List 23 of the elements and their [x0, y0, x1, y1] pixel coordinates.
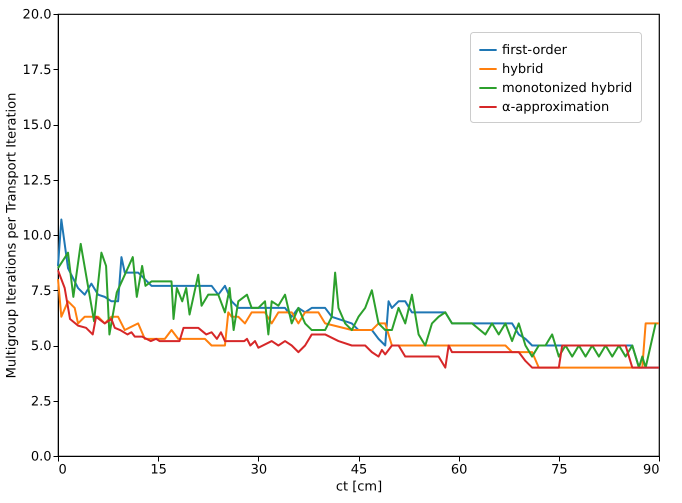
x-tick-label: 45: [350, 462, 368, 478]
y-tick-label: 17.5: [22, 62, 52, 78]
x-tick-label: 60: [450, 462, 468, 478]
line-series: [57, 242, 657, 369]
x-tick-label: 15: [150, 462, 167, 478]
x-tick-label: 90: [642, 462, 660, 478]
legend-label: α-approximation: [502, 100, 610, 115]
x-tick-label: 30: [250, 462, 268, 478]
legend-label: monotonized hybrid: [502, 81, 632, 96]
y-tick-label: 5.0: [30, 339, 52, 354]
y-tick-label: 15.0: [22, 118, 52, 133]
y-axis-title: Multigroup Iterations per Transport Iteration: [4, 92, 20, 378]
y-tick-label: 20.0: [22, 8, 52, 22]
y-tick-label: 7.5: [30, 284, 52, 299]
legend-label: hybrid: [502, 62, 544, 77]
legend-label: first-order: [502, 43, 568, 58]
x-axis-title: ct [cm]: [336, 480, 382, 494]
y-tick-label: 2.5: [30, 394, 52, 410]
x-tick-label: 75: [551, 462, 568, 478]
x-tick-label: 0: [58, 462, 67, 478]
y-tick-label: 10.0: [22, 228, 52, 244]
y-tick-label: 12.5: [22, 173, 52, 188]
y-tick-label: 0.0: [30, 450, 52, 464]
